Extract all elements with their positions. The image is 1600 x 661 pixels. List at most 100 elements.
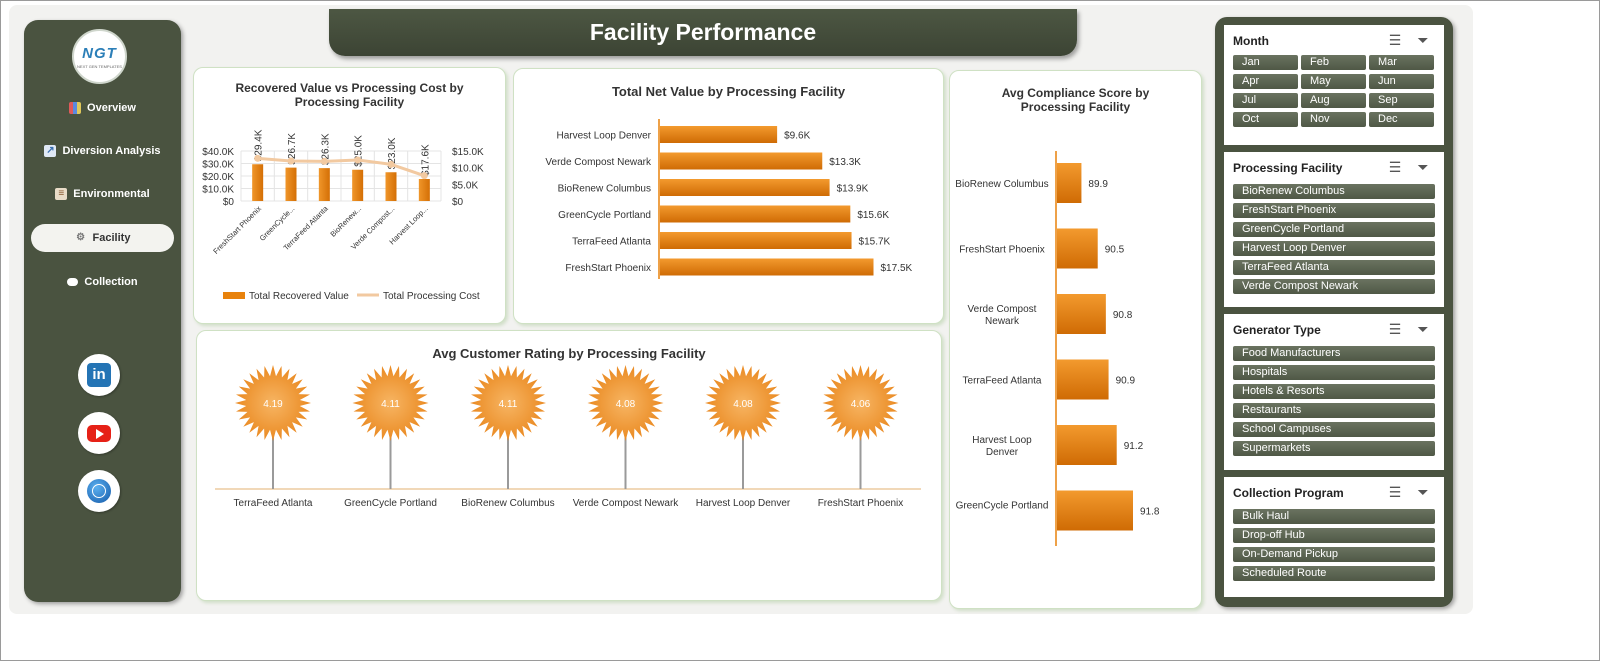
month-item[interactable]: Apr [1233,74,1298,89]
slicer-item[interactable]: Restaurants [1233,403,1435,418]
slicer-item[interactable]: TerraFeed Atlanta [1233,260,1435,275]
month-item[interactable]: Mar [1369,55,1434,70]
y2-tick-label: $5.0K [452,180,478,191]
clear-filter-icon[interactable]: ⏷ [1417,321,1429,337]
slicer-title: Collection Program [1233,486,1344,500]
data-label: 4.11 [381,399,400,410]
category-label: TerraFeed Atlanta [572,237,651,248]
cloud-icon [67,278,79,286]
series-line [257,156,425,178]
nav-diversion-analysis[interactable]: ↗ Diversion Analysis [31,137,174,165]
slicer-item[interactable]: FreshStart Phoenix [1233,203,1435,218]
website-button[interactable] [78,470,120,512]
bar [318,168,330,201]
slicer-item[interactable]: Food Manufacturers [1233,346,1435,361]
month-item[interactable]: Dec [1369,112,1434,127]
slicer-item[interactable]: Hotels & Resorts [1233,384,1435,399]
month-item[interactable]: Nov [1301,112,1366,127]
category-label: Harvest Loop Denver [696,498,791,509]
nav-label: Environmental [73,188,150,200]
youtube-button[interactable] [78,412,120,454]
logo-text: NGT [82,45,117,62]
recovered-vs-cost-chart: $0$10.0K$20.0K$30.0K$40.0K$0$5.0K$10.0K$… [202,129,484,302]
linkedin-icon: in [87,363,111,387]
bar [1057,294,1106,334]
legend-label: Total Processing Cost [383,291,480,302]
slicer-item[interactable]: Bulk Haul [1233,509,1435,524]
line-point [320,157,328,165]
category-label: FreshStart Phoenix [818,498,904,509]
slicer-item[interactable]: School Campuses [1233,422,1435,437]
month-item[interactable]: Jun [1369,74,1434,89]
lollipop-marker [352,365,429,441]
month-item[interactable]: Jan [1233,55,1298,70]
chart-icon [69,102,82,114]
bar-data-label: 89.9 [1088,179,1108,190]
category-label: TerraFeed Atlanta [234,498,313,509]
chart-title: Total Net Value by Processing Facility [611,84,846,99]
slicer-item[interactable]: Supermarkets [1233,441,1435,456]
nav-overview[interactable]: Overview [31,94,174,122]
page-title-banner: Facility Performance [329,9,1077,56]
nav-label: Diversion Analysis [62,145,161,157]
month-item[interactable]: Oct [1233,112,1298,127]
bar-data-label: $15.6K [857,210,889,221]
slicer-item[interactable]: BioRenew Columbus [1233,184,1435,199]
y-tick-label: $20.0K [202,172,234,183]
category-label: BioRenew Columbus [461,498,554,509]
multi-select-icon[interactable]: ☰ [1388,32,1402,48]
category-label: GreenCycle Portland [558,210,651,221]
slicer-item[interactable]: GreenCycle Portland [1233,222,1435,237]
bar-data-label: $17.6K [420,144,431,176]
data-label: 4.08 [616,399,636,410]
bar [660,126,778,143]
y2-tick-label: $15.0K [452,147,484,158]
month-item[interactable]: Aug [1301,93,1366,108]
slicer-item[interactable]: Drop-off Hub [1233,528,1435,543]
bar [1057,359,1109,400]
month-item[interactable]: Feb [1301,55,1366,70]
slicer-item[interactable]: On-Demand Pickup [1233,547,1435,562]
nav-collection[interactable]: Collection [31,268,174,296]
logo: NGT NEXT GEN TEMPLATES [72,29,127,84]
clear-filter-icon[interactable]: ⏷ [1417,32,1429,48]
month-item[interactable]: Jul [1233,93,1298,108]
clear-filter-icon[interactable]: ⏷ [1417,159,1429,175]
nav-facility[interactable]: ⚙ Facility [31,224,174,252]
slicer-item[interactable]: Scheduled Route [1233,566,1435,581]
bar [1057,425,1117,465]
month-item[interactable]: May [1301,74,1366,89]
multi-select-icon[interactable]: ☰ [1388,321,1402,337]
bar [660,232,852,249]
bar-data-label: 90.9 [1116,376,1136,387]
multi-select-icon[interactable]: ☰ [1388,159,1402,175]
clear-filter-icon[interactable]: ⏷ [1417,484,1429,500]
sidebar: NGT NEXT GEN TEMPLATES Overview ↗ Divers… [24,20,181,602]
youtube-icon [87,424,111,442]
slicer-item[interactable]: Hospitals [1233,365,1435,380]
nav-label: Facility [92,232,131,244]
net-value-chart: Harvest Loop Denver $9.6K Verde Compost Ne… [545,119,913,279]
linkedin-button[interactable]: in [78,354,120,396]
x-tick-label: FreshStart Phoenix [211,204,263,256]
bar [1057,163,1082,203]
nav-environmental[interactable]: ≡ Environmental [31,180,174,208]
bar [285,167,297,201]
nav-label: Collection [84,276,138,288]
bar-data-label: $13.9K [837,184,869,195]
slicer-item[interactable]: Verde Compost Newark [1233,279,1435,294]
category-label: Harvest Loop Denver [972,435,1032,458]
net-value-card: Total Net Value by Processing Facility H… [513,68,944,324]
line-point [254,154,262,162]
multi-select-icon[interactable]: ☰ [1388,484,1402,500]
month-slicer: Month ☰ ⏷ Jan Feb Mar Apr May Jun Jul Aug Sep Oct N… [1224,25,1444,145]
category-label: Verde Compost Newark [573,498,680,509]
month-item[interactable]: Sep [1369,93,1434,108]
bar [660,205,851,223]
y-tick-label: $30.0K [202,160,234,171]
line-point [354,156,362,164]
slicer-item[interactable]: Harvest Loop Denver [1233,241,1435,256]
category-label: TerraFeed Atlanta [963,376,1042,387]
bar-data-label: 91.2 [1124,441,1144,452]
y2-tick-label: $0 [452,197,464,208]
